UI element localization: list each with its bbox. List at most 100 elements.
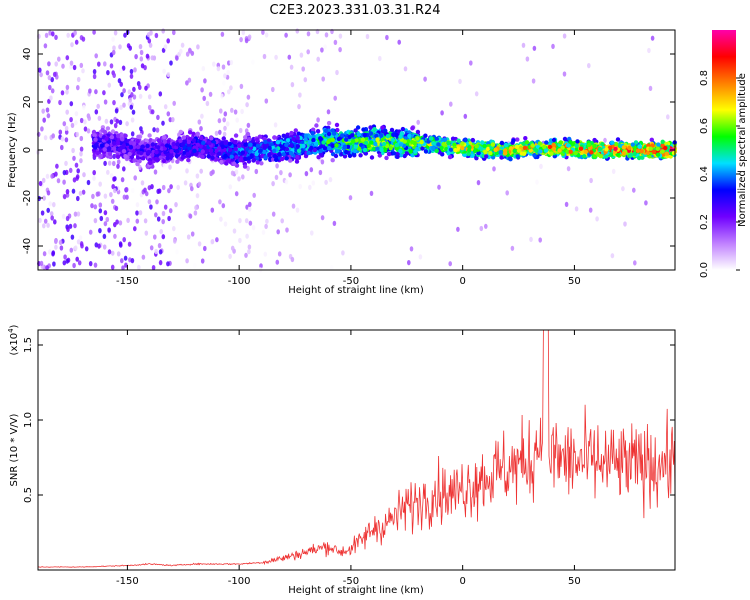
snr-x-tick-label: -150 <box>116 576 139 587</box>
spectrogram-ridge-cell <box>655 152 661 157</box>
spectrogram-noise-cell <box>92 69 97 75</box>
spectrogram-ridge-cell <box>586 142 592 148</box>
spectrogram-ridge-cell <box>214 156 219 162</box>
spectrogram-noise-cell <box>437 184 441 190</box>
spectrogram-noise-cell <box>82 172 86 178</box>
spectrogram-noise-cell <box>48 30 52 36</box>
spectrogram-ridge-cell <box>390 137 396 143</box>
spectrogram-ridge-cell <box>284 156 289 161</box>
spectrogram-noise-cell <box>290 256 295 263</box>
snr-x-tick-label: 50 <box>568 576 581 587</box>
colorbar-gradient <box>712 30 736 270</box>
spectrogram-ridge-cell <box>309 145 314 151</box>
colorbar-label: Normalized spectral amplitude <box>737 73 748 227</box>
spectrogram-noise-cell <box>149 245 154 251</box>
spectrogram-ridge-cell <box>551 137 557 143</box>
spectrogram-noise-cell <box>168 117 173 123</box>
spectrogram-ridge-cell <box>573 150 578 156</box>
spectrogram-noise-cell <box>123 255 128 261</box>
spectrogram-noise-cell <box>288 172 292 178</box>
spectrogram-ridge-cell <box>466 151 471 156</box>
spectrogram-noise-cell <box>73 211 78 217</box>
spectrogram-ridge-cell <box>180 155 185 160</box>
spectrogram-ridge-cell <box>355 125 361 130</box>
spectrogram-noise-cell <box>197 119 202 125</box>
spectrogram-ridge-cell <box>368 131 374 136</box>
spectrogram-ridge-cell <box>156 138 162 143</box>
spectrogram-noise-cell <box>84 246 89 252</box>
spectrogram-ridge-cell <box>115 140 121 146</box>
spectrogram-noise-cell <box>521 42 526 48</box>
spectrogram-ridge-cell <box>434 136 439 142</box>
spectrogram-noise-cell <box>276 229 281 235</box>
spectrogram-noise-cell <box>123 32 127 38</box>
spectrogram-noise-cell <box>95 191 100 197</box>
spectrogram-ridge-cell <box>656 142 661 147</box>
spectrogram-noise-cell <box>65 55 70 61</box>
spectrogram-noise-cell <box>539 163 543 169</box>
spectrogram-noise-cell <box>147 104 152 111</box>
spectrogram-noise-cell <box>39 72 43 78</box>
spectrogram-ridge-cell <box>301 143 306 149</box>
spectrogram-ridge-cell <box>441 142 446 147</box>
spectrogram-ridge-cell <box>315 129 321 134</box>
snr-x-tick-label: -100 <box>228 576 251 587</box>
spectrogram-noise-cell <box>263 251 268 257</box>
spectrogram-noise-cell <box>115 118 120 124</box>
spectrogram-noise-cell <box>92 170 96 176</box>
spectrogram-noise-cell <box>284 32 288 38</box>
spectrogram-ridge-cell <box>597 146 603 152</box>
spectrogram-ridge-cell <box>295 154 300 160</box>
spectrogram-noise-cell <box>403 66 408 72</box>
spectrogram-ridge-cell <box>171 141 176 147</box>
spectrogram-ridge-cell <box>123 133 128 138</box>
spectrogram-noise-cell <box>107 82 112 88</box>
spectrogram-noise-cell <box>185 80 189 86</box>
spectrogram-noise-cell <box>161 210 166 217</box>
spectrogram-noise-cell <box>48 84 52 91</box>
spectrogram-noise-cell <box>574 206 579 212</box>
spectrogram-noise-cell <box>81 189 86 195</box>
spectrogram-noise-cell <box>212 61 216 67</box>
spectrogram-noise-cell <box>246 94 251 100</box>
spectrogram-noise-cell <box>172 100 176 106</box>
spectrogram-noise-cell <box>324 32 329 38</box>
spectrogram-noise-cell <box>304 171 309 177</box>
spectrogram-noise-cell <box>50 215 54 221</box>
spectrogram-ridge-cell <box>254 137 260 142</box>
spectrogram-noise-cell <box>133 67 137 73</box>
spectrogram-noise-cell <box>259 263 263 269</box>
spectrogram-ridge-cell <box>186 139 191 145</box>
spectrogram-noise-cell <box>97 243 101 249</box>
spectrogram-ridge-cell <box>240 150 246 155</box>
spectrogram-ridge-cell <box>175 159 180 164</box>
spectrogram-noise-cell <box>119 242 123 248</box>
spectrogram-ridge-cell <box>136 144 141 150</box>
spectrogram-noise-cell <box>107 227 111 233</box>
spectrogram-noise-cell <box>623 221 627 227</box>
spectrogram-ridge-cell <box>322 146 328 151</box>
spectrogram-noise-cell <box>463 113 468 119</box>
spectrogram-ridge-cell <box>490 142 496 147</box>
spectrogram-ridge-cell <box>596 152 601 157</box>
spectrogram-noise-cell <box>185 258 189 264</box>
spectrogram-noise-cell <box>169 60 173 66</box>
spectrogram-ridge-cell <box>214 148 219 154</box>
spectrogram-noise-cell <box>220 31 225 37</box>
spectrogram-noise-cell <box>285 227 289 233</box>
spectrogram-noise-cell <box>97 61 101 67</box>
spectrogram-noise-cell <box>248 220 253 226</box>
spectrogram-noise-cell <box>280 218 285 224</box>
spectrogram-noise-cell <box>199 126 203 132</box>
spectrogram-noise-cell <box>113 233 117 239</box>
spectrogram-ridge-cell <box>356 132 361 137</box>
spectrogram-noise-cell <box>247 206 252 212</box>
spectrogram-noise-cell <box>135 218 140 224</box>
spectrogram-ridge-cell <box>132 158 137 163</box>
spectrogram-noise-cell <box>309 167 314 173</box>
spectrogram-ridge-cell <box>521 151 527 156</box>
spectrogram-ridge-cell <box>372 146 377 151</box>
spectrogram-noise-cell <box>163 44 168 50</box>
spectrogram-ridge-cell <box>423 149 429 154</box>
spectrogram-noise-cell <box>338 33 343 39</box>
